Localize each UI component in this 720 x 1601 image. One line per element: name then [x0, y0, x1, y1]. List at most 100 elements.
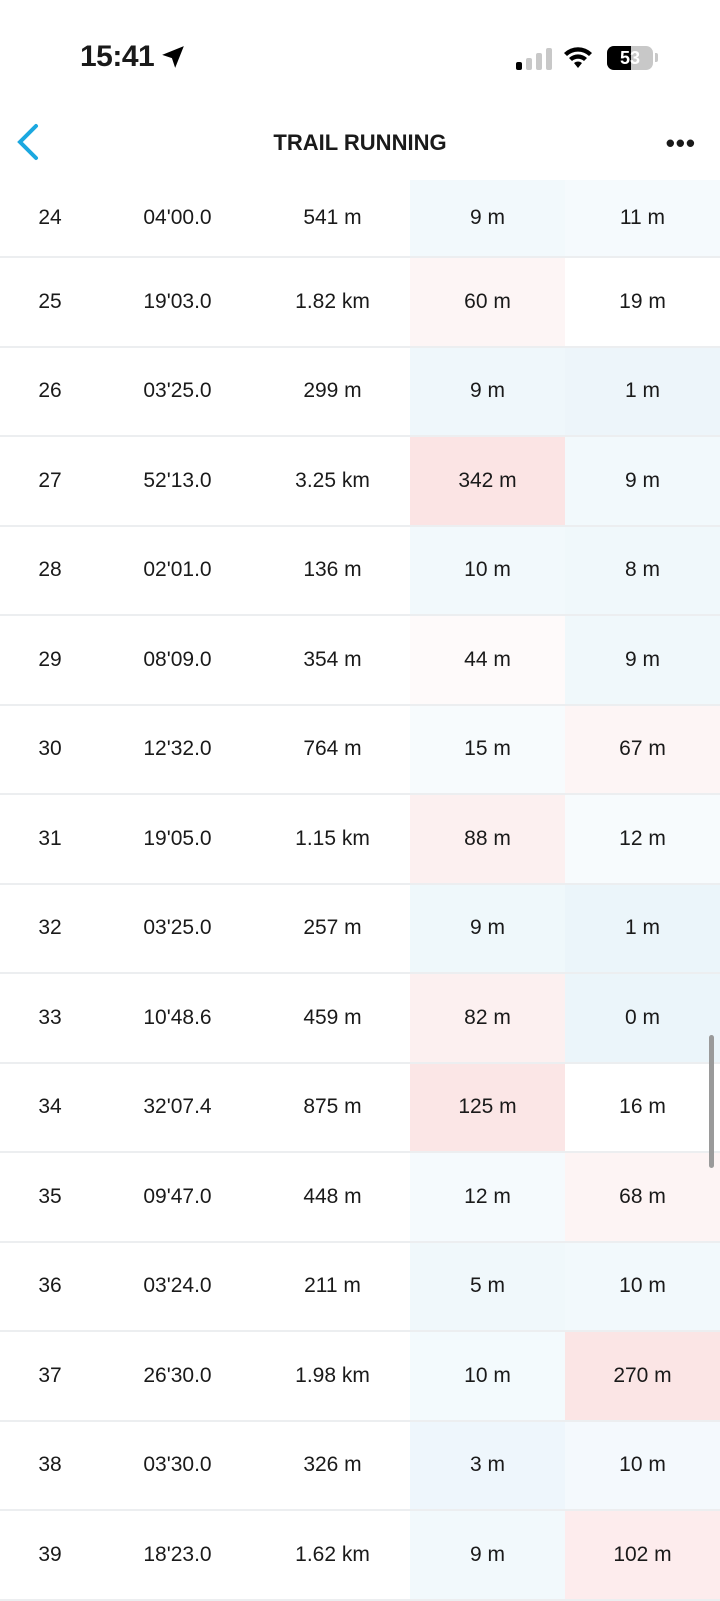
lap-distance: 257 m — [303, 916, 362, 940]
lap-number: 28 — [38, 558, 62, 582]
lap-number: 37 — [38, 1363, 62, 1387]
lap-number: 25 — [38, 289, 62, 313]
lap-number: 26 — [38, 379, 62, 403]
lap-descent: 67 m — [565, 705, 720, 793]
lap-ascent: 3 m — [410, 1421, 565, 1509]
lap-number: 35 — [38, 1184, 62, 1208]
cellular-signal-icon — [516, 48, 552, 70]
lap-ascent: 12 m — [410, 1153, 565, 1241]
lap-distance: 136 m — [303, 558, 362, 582]
lap-duration: 19'05.0 — [143, 826, 212, 850]
table-row[interactable]: 34 32'07.4 875 m 125 m 16 m — [0, 1063, 720, 1153]
lap-distance: 1.62 km — [295, 1542, 370, 1566]
lap-number: 32 — [38, 916, 62, 940]
lap-distance: 1.15 km — [295, 826, 370, 850]
lap-ascent: 9 m — [410, 884, 565, 972]
lap-ascent: 9 m — [410, 1511, 565, 1599]
lap-number: 27 — [38, 468, 62, 492]
lap-descent: 19 m — [565, 258, 720, 346]
lap-descent: 68 m — [565, 1153, 720, 1241]
lap-descent: 102 m — [565, 1511, 720, 1599]
lap-duration: 04'00.0 — [143, 206, 212, 229]
lap-descent: 12 m — [565, 795, 720, 883]
lap-duration: 03'30.0 — [143, 1453, 212, 1477]
lap-duration: 26'30.0 — [143, 1363, 212, 1387]
lap-descent: 10 m — [565, 1242, 720, 1330]
lap-duration: 09'47.0 — [143, 1184, 212, 1208]
table-row[interactable]: 25 19'03.0 1.82 km 60 m 19 m — [0, 258, 720, 348]
lap-ascent: 82 m — [410, 974, 565, 1062]
lap-number: 33 — [38, 1005, 62, 1029]
nav-bar: TRAIL RUNNING ••• — [0, 110, 720, 180]
lap-duration: 32'07.4 — [143, 1095, 212, 1119]
lap-distance: 299 m — [303, 379, 362, 403]
lap-distance: 326 m — [303, 1453, 362, 1477]
more-horizontal-icon[interactable]: ••• — [665, 128, 696, 158]
lap-ascent: 60 m — [410, 258, 565, 346]
lap-ascent: 10 m — [410, 1332, 565, 1420]
lap-number: 34 — [38, 1095, 62, 1119]
lap-ascent: 342 m — [410, 437, 565, 525]
lap-distance: 459 m — [303, 1005, 362, 1029]
lap-duration: 03'24.0 — [143, 1274, 212, 1298]
wifi-icon — [564, 47, 592, 68]
lap-duration: 12'32.0 — [143, 737, 212, 761]
table-row[interactable]: 37 26'30.0 1.98 km 10 m 270 m — [0, 1332, 720, 1422]
lap-descent: 16 m — [565, 1063, 720, 1151]
table-row[interactable]: 31 19'05.0 1.15 km 88 m 12 m — [0, 795, 720, 885]
lap-ascent: 125 m — [410, 1063, 565, 1151]
lap-distance: 1.98 km — [295, 1363, 370, 1387]
battery-level: 53 — [619, 48, 641, 68]
status-time: 15:41 — [80, 40, 155, 73]
lap-duration: 19'03.0 — [143, 289, 212, 313]
chevron-left-icon[interactable] — [12, 120, 52, 164]
lap-descent: 270 m — [565, 1332, 720, 1420]
lap-descent: 8 m — [565, 526, 720, 614]
table-row[interactable]: 30 12'32.0 764 m 15 m 67 m — [0, 705, 720, 795]
lap-number: 38 — [38, 1453, 62, 1477]
lap-ascent: 9 m — [410, 347, 565, 435]
table-row[interactable]: 35 09'47.0 448 m 12 m 68 m — [0, 1153, 720, 1243]
status-bar: 15:41 53 — [0, 0, 720, 100]
lap-ascent: 44 m — [410, 616, 565, 704]
lap-distance: 448 m — [303, 1184, 362, 1208]
lap-number: 30 — [38, 737, 62, 761]
lap-distance: 541 m — [303, 206, 362, 229]
lap-ascent: 10 m — [410, 526, 565, 614]
table-row[interactable]: 24 04'00.0 541 m 9 m 11 m — [0, 180, 720, 258]
lap-duration: 02'01.0 — [143, 558, 212, 582]
lap-descent: 11 m — [565, 180, 720, 256]
lap-number: 24 — [38, 206, 62, 229]
lap-number: 29 — [38, 647, 62, 671]
lap-ascent: 88 m — [410, 795, 565, 883]
lap-ascent: 15 m — [410, 705, 565, 793]
lap-distance: 3.25 km — [295, 468, 370, 492]
lap-distance: 1.82 km — [295, 289, 370, 313]
lap-descent: 0 m — [565, 974, 720, 1062]
lap-duration: 03'25.0 — [143, 379, 212, 403]
lap-distance: 354 m — [303, 647, 362, 671]
table-row[interactable]: 39 18'23.0 1.62 km 9 m 102 m — [0, 1511, 720, 1601]
lap-ascent: 9 m — [410, 180, 565, 256]
lap-duration: 52'13.0 — [143, 468, 212, 492]
table-row[interactable]: 36 03'24.0 211 m 5 m 10 m — [0, 1242, 720, 1332]
scrollbar[interactable] — [709, 1035, 714, 1168]
lap-descent: 10 m — [565, 1421, 720, 1509]
lap-duration: 10'48.6 — [143, 1005, 212, 1029]
lap-descent: 9 m — [565, 437, 720, 525]
lap-number: 31 — [38, 826, 62, 850]
table-row[interactable]: 38 03'30.0 326 m 3 m 10 m — [0, 1421, 720, 1511]
page-title: TRAIL RUNNING — [273, 130, 447, 155]
lap-distance: 211 m — [304, 1274, 361, 1298]
battery-icon: 53 — [607, 46, 653, 70]
lap-distance: 875 m — [303, 1095, 362, 1119]
lap-duration: 18'23.0 — [143, 1542, 212, 1566]
lap-ascent: 5 m — [410, 1242, 565, 1330]
